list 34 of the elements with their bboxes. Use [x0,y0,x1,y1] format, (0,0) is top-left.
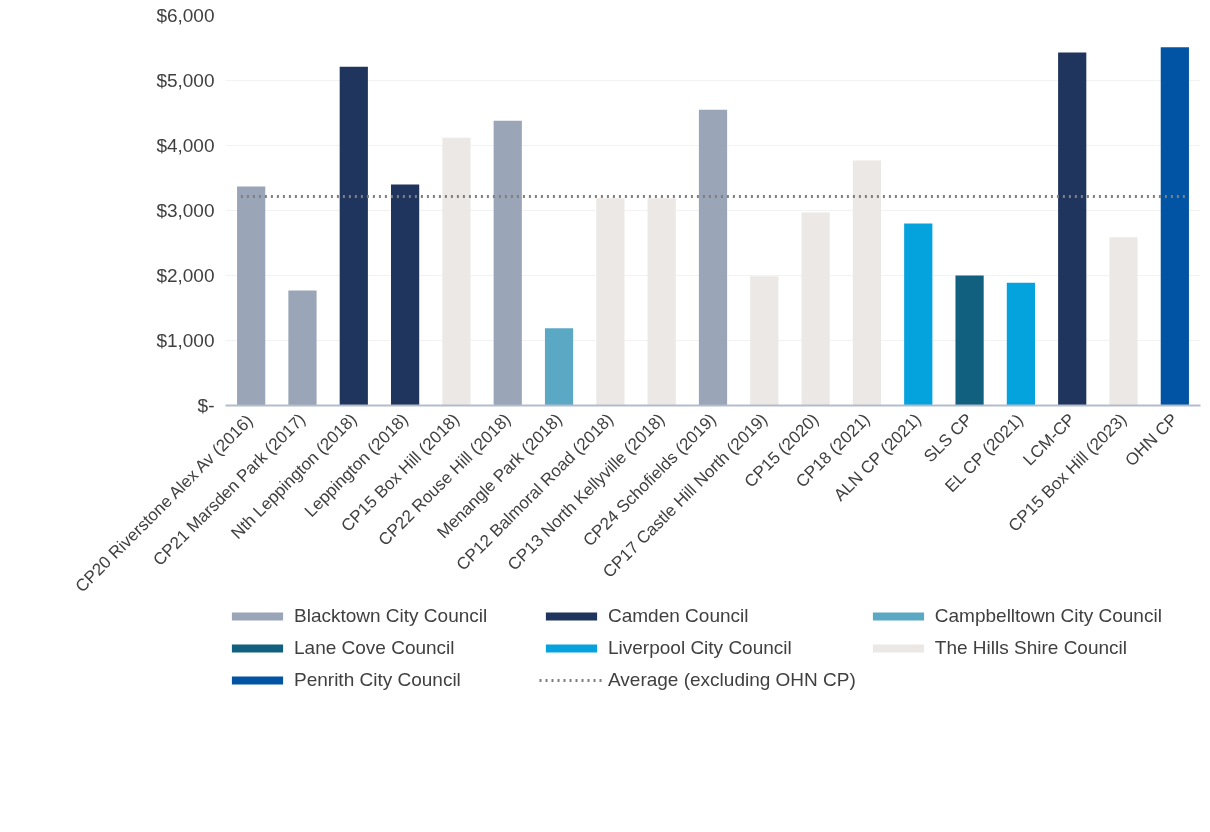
bar [750,276,779,406]
bar [801,212,830,406]
bar [647,198,676,406]
bar [390,184,420,406]
bar [1160,47,1189,406]
y-tick-label: $6,000 [156,5,215,26]
bar [237,186,266,406]
y-tick-label: $4,000 [156,135,215,156]
legend-label: Liverpool City Council [608,637,793,659]
legend-label: Average (excluding OHN CP) [608,669,856,691]
bar [544,328,574,406]
bar [339,66,368,406]
bar [698,109,728,406]
legend-label: Penrith City Council [294,669,462,691]
bar [288,290,317,406]
legend-label: Campbelltown City Council [934,605,1163,627]
bar [1109,237,1138,406]
bar [904,223,933,406]
legend-label: Blacktown City Council [294,605,489,627]
y-tick-label: $2,000 [156,265,215,286]
legend-label: Lane Cove Council [294,637,456,659]
legend-label: The Hills Shire Council [934,637,1128,659]
y-tick-label: $5,000 [156,70,215,91]
bar [493,120,522,406]
bar [955,275,984,406]
legend-label: Camden Council [608,605,750,627]
y-tick-label: $- [197,395,215,416]
y-tick-label: $1,000 [156,330,215,351]
bar [852,160,882,406]
bar [1006,282,1036,406]
bar [442,137,471,406]
bar [1058,52,1087,406]
y-tick-label: $3,000 [156,200,215,221]
bar [596,198,625,406]
